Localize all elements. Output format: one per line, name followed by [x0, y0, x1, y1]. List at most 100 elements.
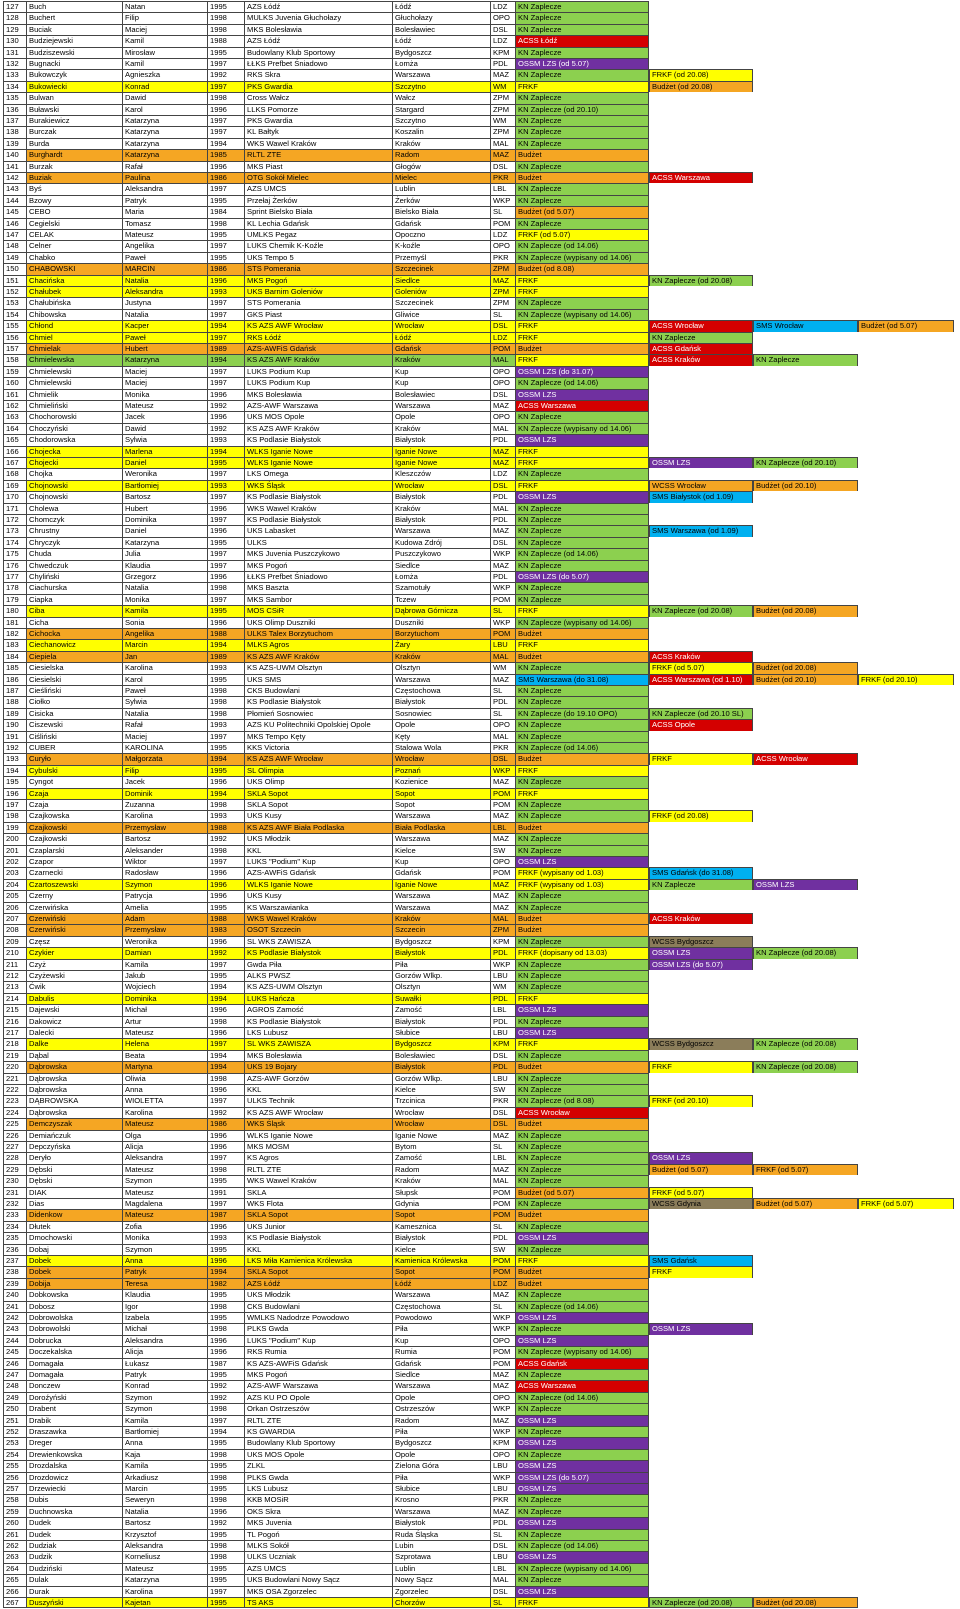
birth-year-cell[interactable]: 1997: [207, 514, 244, 526]
row-number-cell[interactable]: 217: [3, 1027, 26, 1039]
status-cell[interactable]: KN Zaplecze: [515, 92, 649, 104]
club-cell[interactable]: RLTL ZTE: [244, 1414, 392, 1426]
status-cell[interactable]: KN Zaplecze: [515, 970, 649, 982]
status-cell[interactable]: Budżet (od 20.08): [753, 662, 858, 674]
status-cell[interactable]: Budżet: [515, 753, 649, 765]
first-name-cell[interactable]: Konrad: [122, 80, 207, 93]
first-name-cell[interactable]: Anna: [122, 1437, 207, 1449]
club-cell[interactable]: KS AZS AWF Wrocław: [244, 753, 392, 765]
status-cell[interactable]: ACSS Warszawa: [515, 400, 649, 412]
status-cell[interactable]: ACSS Warszawa (od 1.10): [649, 673, 753, 685]
birth-year-cell[interactable]: 1997: [207, 559, 244, 571]
city-cell[interactable]: Łomża: [392, 58, 490, 70]
club-cell[interactable]: MLKS Agros: [244, 639, 392, 651]
first-name-cell[interactable]: Aleksandra: [122, 1334, 207, 1347]
city-cell[interactable]: Kup: [392, 1334, 490, 1347]
status-cell[interactable]: Budżet: [515, 1061, 649, 1073]
row-number-cell[interactable]: 174: [3, 536, 26, 549]
birth-year-cell[interactable]: 1994: [207, 992, 244, 1005]
club-cell[interactable]: UKS 19 Bojary: [244, 1061, 392, 1073]
surname-cell[interactable]: Dobosz: [26, 1300, 122, 1312]
surname-cell[interactable]: Drewienkowska: [26, 1448, 122, 1461]
region-cell[interactable]: POM: [490, 867, 515, 879]
city-cell[interactable]: Kielce: [392, 844, 490, 856]
status-cell[interactable]: KN Zaplecze (od 20.10): [515, 103, 649, 115]
birth-year-cell[interactable]: 1997: [207, 1152, 244, 1164]
first-name-cell[interactable]: Maciej: [122, 23, 207, 36]
first-name-cell[interactable]: Aleksandra: [122, 286, 207, 298]
row-number-cell[interactable]: 209: [3, 935, 26, 948]
birth-year-cell[interactable]: 1998: [207, 1471, 244, 1483]
first-name-cell[interactable]: Dominika: [122, 514, 207, 526]
club-cell[interactable]: UKS Budowlani Nowy Sącz: [244, 1574, 392, 1586]
surname-cell[interactable]: Czajkowski: [26, 833, 122, 845]
status-cell[interactable]: KN Zaplecze: [515, 1403, 649, 1415]
row-number-cell[interactable]: 145: [3, 206, 26, 218]
birth-year-cell[interactable]: 1996: [207, 935, 244, 948]
birth-year-cell[interactable]: 1995: [207, 1460, 244, 1472]
club-cell[interactable]: KS AZS AWF Kraków: [244, 650, 392, 663]
birth-year-cell[interactable]: 1995: [207, 46, 244, 58]
club-cell[interactable]: MKS Pogoń: [244, 1369, 392, 1381]
city-cell[interactable]: Szczecinek: [392, 297, 490, 309]
city-cell[interactable]: Kraków: [392, 650, 490, 663]
first-name-cell[interactable]: Natalia: [122, 707, 207, 720]
region-cell[interactable]: ZPM: [490, 263, 515, 275]
status-cell[interactable]: KN Zaplecze (od 8.08): [515, 1095, 649, 1107]
first-name-cell[interactable]: Szymon: [122, 1175, 207, 1187]
first-name-cell[interactable]: Monika: [122, 1232, 207, 1244]
region-cell[interactable]: PKR: [490, 1095, 515, 1107]
row-number-cell[interactable]: 225: [3, 1118, 26, 1130]
region-cell[interactable]: OPO: [490, 411, 515, 423]
region-cell[interactable]: WM: [490, 115, 515, 127]
city-cell[interactable]: Koszalin: [392, 126, 490, 138]
first-name-cell[interactable]: Arkadiusz: [122, 1471, 207, 1483]
first-name-cell[interactable]: Karolina: [122, 1585, 207, 1597]
row-number-cell[interactable]: 128: [3, 12, 26, 24]
birth-year-cell[interactable]: 1992: [207, 400, 244, 412]
region-cell[interactable]: DSL: [490, 1585, 515, 1597]
surname-cell[interactable]: Dulak: [26, 1574, 122, 1586]
first-name-cell[interactable]: Seweryn: [122, 1494, 207, 1506]
row-number-cell[interactable]: 216: [3, 1015, 26, 1027]
row-number-cell[interactable]: 233: [3, 1209, 26, 1221]
region-cell[interactable]: MAZ: [490, 1369, 515, 1381]
surname-cell[interactable]: Czykier: [26, 947, 122, 959]
club-cell[interactable]: KS Podlasie Białystok: [244, 434, 392, 446]
surname-cell[interactable]: Chojnowski: [26, 479, 122, 492]
status-cell[interactable]: KN Zaplecze (od 14.06): [515, 1391, 649, 1404]
city-cell[interactable]: Przemyśl: [392, 251, 490, 264]
first-name-cell[interactable]: Natalia: [122, 308, 207, 321]
status-cell[interactable]: KN Zaplecze: [515, 685, 649, 697]
club-cell[interactable]: AZS UMCS: [244, 183, 392, 195]
first-name-cell[interactable]: Wojciech: [122, 981, 207, 993]
surname-cell[interactable]: Czarnecki: [26, 867, 122, 879]
row-number-cell[interactable]: 239: [3, 1277, 26, 1290]
status-cell[interactable]: OSSM LZS: [515, 1517, 649, 1529]
first-name-cell[interactable]: Bartosz: [122, 491, 207, 503]
row-number-cell[interactable]: 199: [3, 821, 26, 834]
city-cell[interactable]: Biała Podlaska: [392, 821, 490, 834]
birth-year-cell[interactable]: 1991: [207, 1186, 244, 1198]
city-cell[interactable]: Warszawa: [392, 901, 490, 913]
city-cell[interactable]: Łomża: [392, 571, 490, 583]
club-cell[interactable]: KS AZS AWF Wrocław: [244, 1106, 392, 1119]
club-cell[interactable]: MLKS Sokół: [244, 1540, 392, 1552]
status-cell[interactable]: KN Zaplecze (wypisany od 14.06): [515, 616, 649, 628]
status-cell[interactable]: FRKF: [515, 1255, 649, 1267]
city-cell[interactable]: Bolesławiec: [392, 23, 490, 36]
status-cell[interactable]: OSSM LZS: [515, 434, 649, 446]
city-cell[interactable]: Bydgoszcz: [392, 46, 490, 58]
surname-cell[interactable]: Buciak: [26, 23, 122, 36]
birth-year-cell[interactable]: 1998: [207, 1403, 244, 1415]
status-cell[interactable]: KN Zaplecze: [515, 935, 649, 948]
first-name-cell[interactable]: Szymon: [122, 1391, 207, 1404]
region-cell[interactable]: WKP: [490, 616, 515, 628]
birth-year-cell[interactable]: 1987: [207, 1357, 244, 1369]
city-cell[interactable]: Szczytno: [392, 115, 490, 127]
region-cell[interactable]: PDL: [490, 1232, 515, 1244]
first-name-cell[interactable]: Martyna: [122, 1061, 207, 1073]
status-cell[interactable]: WCSS Bydgoszcz: [649, 1038, 753, 1050]
first-name-cell[interactable]: Monika: [122, 388, 207, 400]
region-cell[interactable]: MAZ: [490, 810, 515, 822]
